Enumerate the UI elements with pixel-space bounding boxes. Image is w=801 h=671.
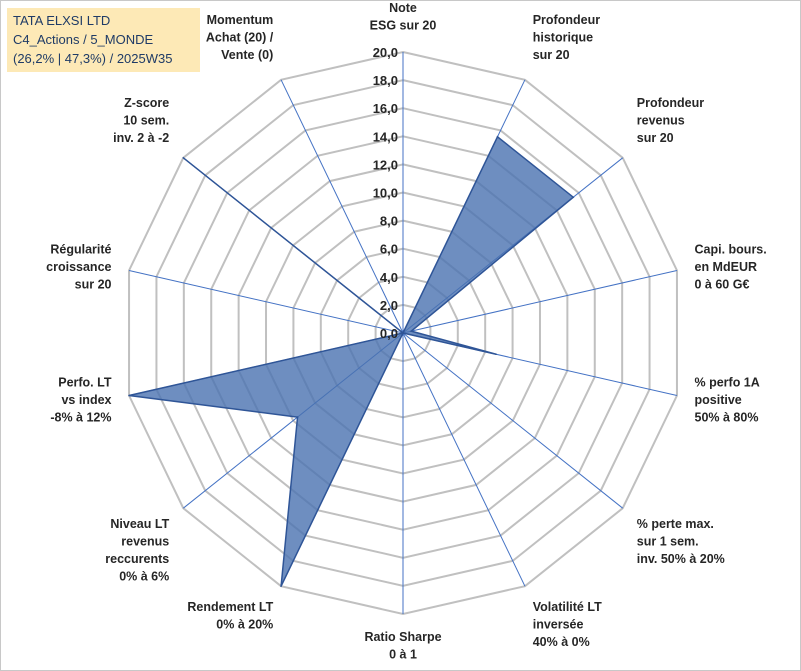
axis-label-11: Régularité croissance sur 20 — [46, 242, 111, 291]
axis-label-5-line-0: % perte max. — [637, 517, 714, 531]
axis-label-4-line-1: positive — [695, 393, 742, 407]
spoke-11 — [128, 269, 404, 334]
axis-label-0-line-0: Note — [389, 1, 417, 15]
axis-label-2-line-0: Profondeur — [637, 96, 704, 110]
axis-label-7: Ratio Sharpe 0 à 1 — [364, 630, 441, 662]
spoke-3 — [402, 269, 678, 334]
radial-tick-labels: 0,0 2,0 4,0 6,0 8,0 10,0 12,0 14,0 16,0 18,0 20,0 — [373, 45, 398, 341]
data-point-1 — [496, 135, 499, 138]
data-point-8 — [280, 585, 282, 587]
axis-label-2-line-2: sur 20 — [637, 131, 674, 145]
axis-label-12-line-2: inv. 2 à -2 — [113, 131, 169, 145]
tick-label-7: 14,0 — [373, 129, 398, 144]
spoke-13 — [280, 79, 404, 334]
tick-label-10: 20,0 — [373, 45, 398, 60]
axis-label-10-line-1: vs index — [61, 393, 111, 407]
axis-label-7-line-1: 0 à 1 — [389, 647, 417, 661]
axis-label-12: Z-score 10 sem. inv. 2 à -2 — [113, 96, 169, 145]
axis-label-4-line-0: % perfo 1A — [695, 375, 760, 389]
axis-label-11-line-2: sur 20 — [75, 277, 112, 291]
tick-label-5: 10,0 — [373, 186, 398, 201]
axis-label-11-line-1: croissance — [46, 260, 111, 274]
axis-label-2: Profondeur revenus sur 20 — [637, 96, 704, 145]
axis-label-3-line-1: en MdEUR — [695, 260, 758, 274]
axis-label-9: Niveau LT revenus reccurents 0% à 6% — [105, 517, 169, 584]
axis-labels: Note ESG sur 20 Profondeur historique sur 20… — [46, 1, 767, 661]
axis-label-1-line-0: Profondeur — [533, 13, 600, 27]
axis-label-8-line-0: Rendement LT — [187, 600, 273, 614]
axis-label-5-line-2: inv. 50% à 20% — [637, 552, 725, 566]
data-point-3 — [410, 330, 413, 332]
tick-label-9: 18,0 — [373, 73, 398, 88]
category-label: C4_Actions / 5_MONDE — [13, 32, 154, 47]
axis-label-3: Capi. bours. en MdEUR 0 à 60 G€ — [695, 242, 767, 291]
data-point-4 — [495, 353, 497, 356]
data-point-2 — [572, 196, 575, 199]
axis-label-9-line-2: reccurents — [105, 552, 169, 566]
tick-label-8: 16,0 — [373, 101, 398, 116]
chart-title-box: TATA ELXSI LTD C4_Actions / 5_MONDE (26,… — [7, 8, 200, 72]
data-point-13 — [402, 332, 404, 334]
axis-label-4-line-2: 50% à 80% — [695, 410, 759, 424]
axis-label-12-line-1: 10 sem. — [123, 114, 169, 128]
period-label: (26,2% | 47,3%) / 2025W35 — [13, 51, 173, 66]
data-point-9 — [296, 416, 299, 418]
spoke-5 — [402, 332, 624, 509]
axis-label-2-line-1: revenus — [637, 114, 685, 128]
axis-label-12-line-0: Z-score — [124, 96, 169, 110]
tick-label-4: 8,0 — [380, 214, 398, 229]
tick-label-1: 2,0 — [380, 298, 398, 313]
tick-label-3: 6,0 — [380, 242, 398, 257]
axis-label-6-line-0: Volatilité LT — [533, 600, 602, 614]
axis-label-9-line-0: Niveau LT — [110, 517, 169, 531]
axis-label-10: Perfo. LT vs index -8% à 12% — [50, 375, 112, 424]
axis-label-7-line-0: Ratio Sharpe — [364, 630, 441, 644]
axis-label-13-line-1: Achat (20) / — [206, 31, 274, 45]
spoke-6 — [402, 332, 526, 587]
axis-label-13-line-0: Momentum — [207, 13, 274, 27]
axis-label-11-line-0: Régularité — [50, 242, 111, 256]
axis-label-6-line-2: 40% à 0% — [533, 635, 590, 649]
data-point-10 — [128, 394, 130, 397]
axis-label-6-line-1: inversée — [533, 618, 584, 632]
axis-label-0: Note ESG sur 20 — [370, 1, 437, 33]
tick-label-6: 12,0 — [373, 157, 398, 172]
axis-label-5-line-1: sur 1 sem. — [637, 535, 699, 549]
axis-label-1: Profondeur historique sur 20 — [533, 13, 600, 62]
axis-label-13-line-2: Vente (0) — [221, 48, 273, 62]
tick-label-0: 0,0 — [380, 326, 398, 341]
axis-label-6: Volatilité LT inversée 40% à 0% — [533, 600, 602, 649]
axis-label-8: Rendement LT 0% à 20% — [187, 600, 273, 632]
axis-label-3-line-2: 0 à 60 G€ — [695, 277, 750, 291]
axis-label-10-line-2: -8% à 12% — [50, 410, 111, 424]
axis-label-9-line-1: revenus — [121, 535, 169, 549]
axis-label-1-line-2: sur 20 — [533, 48, 570, 62]
axis-label-1-line-1: historique — [533, 31, 593, 45]
tick-label-2: 4,0 — [380, 270, 398, 285]
axis-label-0-line-1: ESG sur 20 — [370, 19, 437, 33]
stock-name: TATA ELXSI LTD — [13, 13, 111, 28]
axis-label-13: Momentum Achat (20) / Vente (0) — [206, 13, 274, 62]
axis-label-9-line-3: 0% à 6% — [119, 570, 169, 584]
axis-label-10-line-0: Perfo. LT — [58, 375, 112, 389]
axis-label-5: % perte max. sur 1 sem. inv. 50% à 20% — [637, 517, 725, 566]
series-area-0 — [128, 135, 575, 587]
axis-label-4: % perfo 1A positive 50% à 80% — [695, 375, 760, 424]
data-point-12 — [182, 156, 185, 159]
radar-series — [128, 135, 575, 587]
axis-label-3-line-0: Capi. bours. — [695, 242, 767, 256]
axis-label-8-line-1: 0% à 20% — [216, 618, 273, 632]
